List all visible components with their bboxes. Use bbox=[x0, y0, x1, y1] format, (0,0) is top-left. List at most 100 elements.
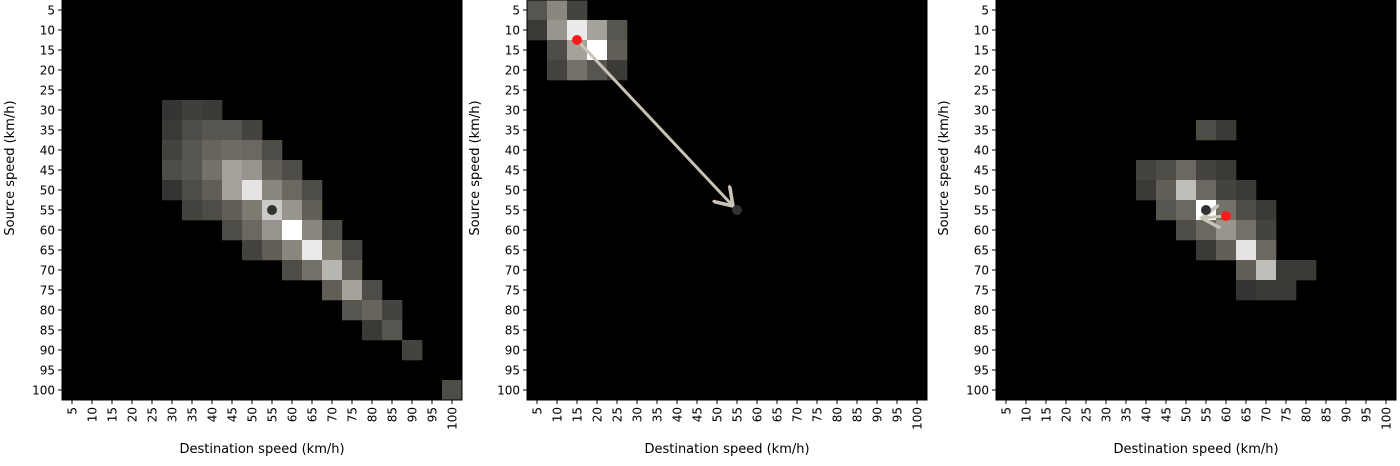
heatmap-cell bbox=[282, 180, 303, 201]
heatmap-cell bbox=[262, 220, 283, 241]
heatmap-cell bbox=[402, 340, 423, 361]
x-tick-label: 75 bbox=[1280, 407, 1294, 422]
x-tick-label: 30 bbox=[631, 407, 645, 422]
y-tick-label: 25 bbox=[40, 84, 55, 98]
x-tick-label: 100 bbox=[1380, 407, 1394, 430]
y-tick-label: 95 bbox=[505, 364, 520, 378]
heatmap-cell bbox=[242, 160, 263, 181]
y-tick-label: 35 bbox=[40, 124, 55, 138]
heatmap-panel-3: 5 10 15 20 25 30 35 40 45 50 55 60 65 70 75 80 85 90 95 100… bbox=[937, 0, 1397, 457]
y-tick-label: 30 bbox=[505, 104, 520, 118]
x-tick-label: 90 bbox=[1340, 407, 1354, 422]
heatmap-cell bbox=[162, 180, 183, 201]
y-tick-label: 25 bbox=[974, 84, 989, 98]
heatmap-cell bbox=[1256, 280, 1277, 301]
x-tick-label: 40 bbox=[1140, 407, 1154, 422]
y-tick-label: 35 bbox=[505, 124, 520, 138]
y-tick-label: 50 bbox=[974, 184, 989, 198]
x-tick-label: 45 bbox=[691, 407, 705, 422]
y-tick-label: 15 bbox=[505, 44, 520, 58]
heatmap-cell bbox=[1156, 200, 1177, 221]
x-tick-label: 50 bbox=[246, 407, 260, 422]
x-tick-label: 5 bbox=[66, 407, 80, 415]
x-tick-label: 70 bbox=[326, 407, 340, 422]
heatmap-cell bbox=[362, 300, 383, 321]
y-tick-label: 10 bbox=[505, 24, 520, 38]
heatmap-cell bbox=[162, 140, 183, 161]
heatmap-cell bbox=[342, 300, 363, 321]
y-axis-label: Source speed (km/h) bbox=[3, 100, 18, 235]
y-tick-label: 85 bbox=[505, 324, 520, 338]
y-tick-label: 10 bbox=[974, 24, 989, 38]
x-tick-label: 50 bbox=[1180, 407, 1194, 422]
y-tick-label: 15 bbox=[40, 44, 55, 58]
y-tick-label: 100 bbox=[497, 384, 520, 398]
x-axis-label: Destination speed (km/h) bbox=[179, 442, 344, 457]
y-tick-label: 45 bbox=[40, 164, 55, 178]
x-tick-label: 95 bbox=[891, 407, 905, 422]
x-axis-label: Destination speed (km/h) bbox=[1113, 442, 1278, 457]
x-tick-label: 35 bbox=[186, 407, 200, 422]
x-tick-label: 55 bbox=[731, 407, 745, 422]
heatmap-cell bbox=[322, 240, 343, 261]
y-tick-label: 60 bbox=[40, 224, 55, 238]
x-tick-label: 20 bbox=[126, 407, 140, 422]
x-tick-label: 45 bbox=[1160, 407, 1174, 422]
y-tick-label: 70 bbox=[974, 264, 989, 278]
heatmap-cell bbox=[567, 0, 588, 21]
heatmap-cell bbox=[1216, 120, 1237, 141]
y-tick-label: 95 bbox=[974, 364, 989, 378]
x-tick-label: 20 bbox=[591, 407, 605, 422]
heatmap-cell bbox=[1136, 180, 1157, 201]
heatmap-cell bbox=[442, 380, 463, 401]
heatmap-panel-2: 5 10 15 20 25 30 35 40 45 50 55 60 65 70 75 80 85 90 95 100… bbox=[468, 0, 928, 457]
y-tick-label: 65 bbox=[40, 244, 55, 258]
x-tick-label: 80 bbox=[1300, 407, 1314, 422]
x-tick-label: 35 bbox=[651, 407, 665, 422]
x-tick-label: 55 bbox=[1200, 407, 1214, 422]
heatmap-cell bbox=[547, 60, 568, 81]
x-tick-label: 10 bbox=[551, 407, 565, 422]
y-tick-label: 60 bbox=[974, 224, 989, 238]
destination-marker bbox=[1221, 211, 1231, 221]
y-tick-label: 35 bbox=[974, 124, 989, 138]
y-tick-label: 55 bbox=[974, 204, 989, 218]
x-tick-label: 70 bbox=[791, 407, 805, 422]
x-tick-label: 85 bbox=[851, 407, 865, 422]
shift-arrow bbox=[575, 38, 733, 206]
y-tick-label: 40 bbox=[40, 144, 55, 158]
heatmap-cell bbox=[202, 200, 223, 221]
y-tick-label: 85 bbox=[974, 324, 989, 338]
x-tick-label: 10 bbox=[86, 407, 100, 422]
heatmap-cell bbox=[527, 0, 548, 21]
x-tick-label: 65 bbox=[1240, 407, 1254, 422]
x-tick-label: 50 bbox=[711, 407, 725, 422]
heatmap-cell bbox=[1196, 120, 1217, 141]
heatmap-cell bbox=[342, 280, 363, 301]
heatmap-cell bbox=[242, 200, 263, 221]
heatmap-cell bbox=[547, 40, 568, 61]
heatmap-cell bbox=[1236, 200, 1257, 221]
heatmap-cell bbox=[1236, 280, 1257, 301]
x-tick-label: 80 bbox=[831, 407, 845, 422]
x-axis-label: Destination speed (km/h) bbox=[644, 442, 809, 457]
y-tick-label: 95 bbox=[40, 364, 55, 378]
heatmap-cell bbox=[1196, 240, 1217, 261]
x-tick-label: 25 bbox=[611, 407, 625, 422]
y-tick-label: 30 bbox=[40, 104, 55, 118]
y-tick-label: 75 bbox=[40, 284, 55, 298]
x-tick-label: 95 bbox=[1360, 407, 1374, 422]
heatmap-cell bbox=[282, 160, 303, 181]
heatmap-cell bbox=[182, 180, 203, 201]
x-tick-label: 10 bbox=[1020, 407, 1034, 422]
heatmap-cell bbox=[1176, 180, 1197, 201]
x-tick-label: 100 bbox=[911, 407, 925, 430]
y-tick-label: 75 bbox=[505, 284, 520, 298]
heatmap-cell bbox=[547, 0, 568, 21]
heatmap-cell bbox=[182, 200, 203, 221]
heatmap-cell bbox=[242, 180, 263, 201]
heatmap-cell bbox=[202, 100, 223, 121]
heatmap-cell bbox=[342, 260, 363, 281]
x-tick-label: 15 bbox=[106, 407, 120, 422]
heatmap-cell bbox=[1256, 220, 1277, 241]
